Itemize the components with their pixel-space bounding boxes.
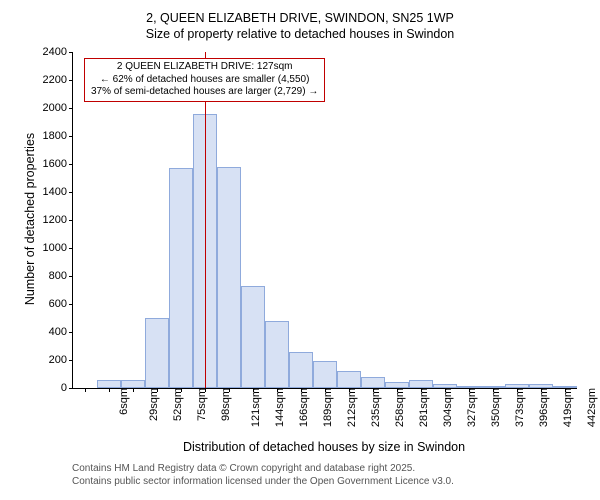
histogram-bar <box>97 380 121 388</box>
xtick-label: 75sqm <box>190 388 208 421</box>
xtick-mark <box>517 388 518 392</box>
xtick-label: 166sqm <box>292 388 310 427</box>
xtick-mark <box>181 388 182 392</box>
xtick-label: 235sqm <box>364 388 382 427</box>
ytick-label: 1000 <box>43 242 73 254</box>
histogram-bar <box>217 167 241 388</box>
xtick-mark <box>85 388 86 392</box>
histogram-bar <box>121 380 145 388</box>
xtick-mark <box>541 388 542 392</box>
xtick-label: 258sqm <box>388 388 406 427</box>
xtick-mark <box>565 388 566 392</box>
xtick-mark <box>205 388 206 392</box>
chart-container: 2, QUEEN ELIZABETH DRIVE, SWINDON, SN25 … <box>10 10 590 490</box>
xtick-mark <box>349 388 350 392</box>
reference-line <box>205 52 206 388</box>
annotation-line: 2 QUEEN ELIZABETH DRIVE: 127sqm <box>91 61 318 74</box>
ytick-label: 2000 <box>43 102 73 114</box>
xtick-mark <box>493 388 494 392</box>
annotation-line: 37% of semi-detached houses are larger (… <box>91 86 318 99</box>
ytick-label: 2400 <box>43 46 73 58</box>
ytick-label: 400 <box>49 326 73 338</box>
histogram-bar <box>265 321 289 388</box>
ytick-label: 200 <box>49 354 73 366</box>
annotation-box: 2 QUEEN ELIZABETH DRIVE: 127sqm← 62% of … <box>84 58 325 102</box>
xtick-label: 121sqm <box>244 388 262 427</box>
footer-line-2: Contains public sector information licen… <box>72 475 454 488</box>
histogram-bar <box>241 286 265 388</box>
xtick-mark <box>469 388 470 392</box>
xtick-label: 144sqm <box>268 388 286 427</box>
xtick-label: 396sqm <box>532 388 550 427</box>
ytick-label: 1200 <box>43 214 73 226</box>
histogram-bar <box>313 361 337 388</box>
xtick-label: 52sqm <box>166 388 184 421</box>
title-line-2: Size of property relative to detached ho… <box>10 26 590 42</box>
xtick-label: 442sqm <box>580 388 598 427</box>
xtick-label: 98sqm <box>214 388 232 421</box>
xtick-mark <box>421 388 422 392</box>
histogram-bar <box>409 380 433 388</box>
xtick-label: 350sqm <box>484 388 502 427</box>
xtick-mark <box>277 388 278 392</box>
xtick-mark <box>157 388 158 392</box>
ytick-label: 1600 <box>43 158 73 170</box>
xtick-mark <box>229 388 230 392</box>
ytick-label: 1800 <box>43 130 73 142</box>
histogram-bar <box>289 352 313 388</box>
xtick-label: 373sqm <box>508 388 526 427</box>
footer-line-1: Contains HM Land Registry data © Crown c… <box>72 462 454 475</box>
ytick-label: 800 <box>49 270 73 282</box>
histogram-bar <box>361 377 385 388</box>
xtick-mark <box>397 388 398 392</box>
xtick-label: 212sqm <box>340 388 358 427</box>
histogram-bar <box>145 318 169 388</box>
xtick-label: 189sqm <box>316 388 334 427</box>
xtick-label: 327sqm <box>460 388 478 427</box>
xtick-mark <box>133 388 134 392</box>
xtick-label: 6sqm <box>112 388 130 415</box>
xtick-mark <box>325 388 326 392</box>
y-axis-label: Number of detached properties <box>23 51 37 387</box>
xtick-label: 281sqm <box>412 388 430 427</box>
xtick-mark <box>301 388 302 392</box>
xtick-mark <box>253 388 254 392</box>
xtick-label: 419sqm <box>556 388 574 427</box>
ytick-label: 0 <box>61 382 73 394</box>
x-axis-label: Distribution of detached houses by size … <box>72 440 576 454</box>
footer-credits: Contains HM Land Registry data © Crown c… <box>72 462 454 488</box>
ytick-label: 1400 <box>43 186 73 198</box>
xtick-mark <box>109 388 110 392</box>
xtick-mark <box>373 388 374 392</box>
histogram-bar <box>337 371 361 388</box>
xtick-mark <box>445 388 446 392</box>
plot-area: 0200400600800100012001400160018002000220… <box>72 52 577 389</box>
xtick-label: 29sqm <box>142 388 160 421</box>
chart-title: 2, QUEEN ELIZABETH DRIVE, SWINDON, SN25 … <box>10 10 590 43</box>
xtick-label: 304sqm <box>436 388 454 427</box>
ytick-label: 2200 <box>43 74 73 86</box>
histogram-bar <box>169 168 193 388</box>
ytick-label: 600 <box>49 298 73 310</box>
annotation-line: ← 62% of detached houses are smaller (4,… <box>91 74 318 87</box>
title-line-1: 2, QUEEN ELIZABETH DRIVE, SWINDON, SN25 … <box>10 10 590 26</box>
